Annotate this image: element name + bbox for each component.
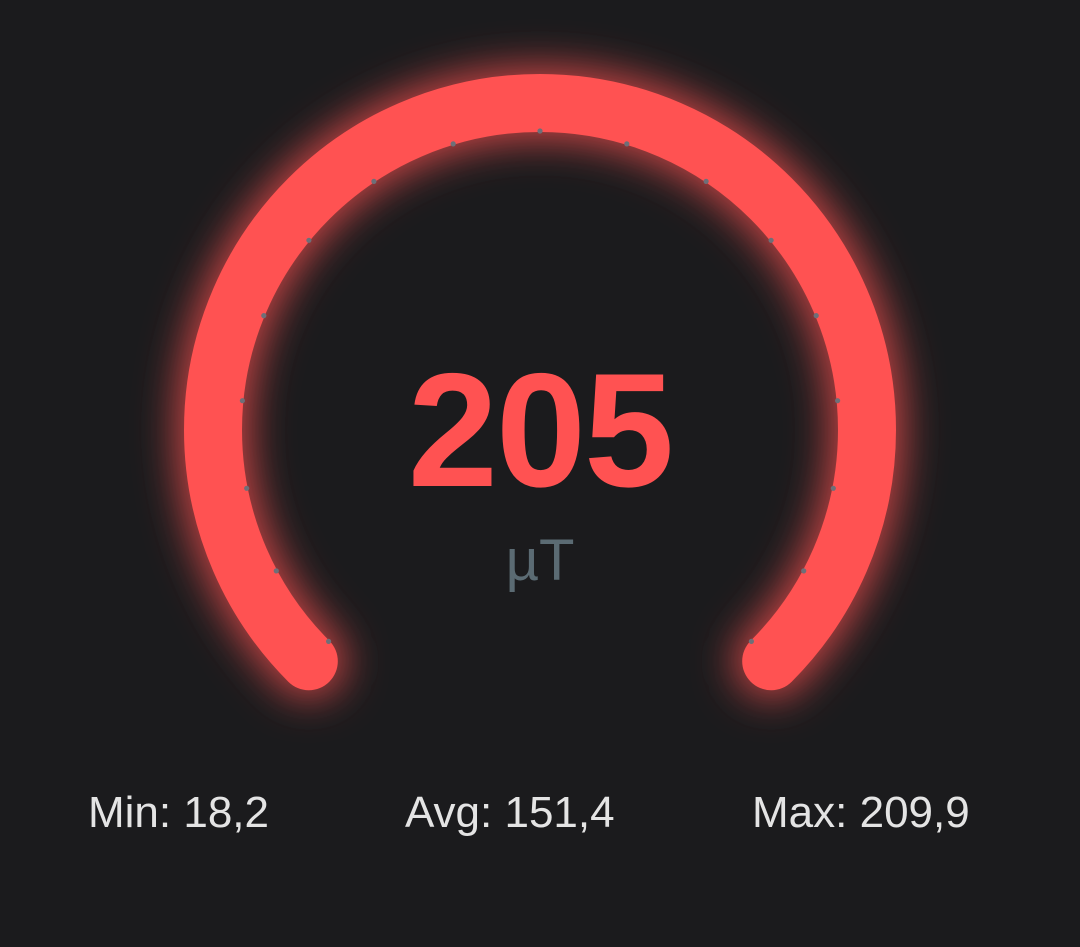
stat-min-label: Min: (88, 788, 172, 837)
gauge-tick (801, 568, 807, 574)
gauge-arc (184, 74, 896, 691)
gauge-tick (450, 141, 456, 147)
stat-max: Max: 209,9 (752, 788, 970, 838)
stat-avg: Avg: 151,4 (405, 788, 615, 838)
gauge-tick (244, 485, 250, 491)
stats-row: Min: 18,2 Avg: 151,4 Max: 209,9 (0, 788, 1080, 838)
gauge-tick (537, 128, 543, 134)
stat-min-value: 18,2 (183, 788, 269, 837)
gauge-tick (326, 638, 332, 645)
stat-avg-label: Avg: (405, 788, 493, 837)
gauge-tick (703, 178, 709, 184)
gauge-tick (835, 398, 841, 404)
stat-min: Min: 18,2 (88, 788, 269, 838)
gauge-tick (371, 178, 377, 184)
gauge-tick (261, 313, 267, 319)
gauge-tick (748, 638, 755, 645)
gauge-dial (176, 66, 904, 699)
reading-unit: µT (505, 528, 575, 593)
gauge-tick (239, 398, 245, 404)
gauge-tick (830, 485, 836, 491)
reading-value: 205 (407, 340, 674, 521)
gauge-tick (768, 237, 774, 243)
stat-max-label: Max: (752, 788, 848, 837)
gauge-tick (273, 568, 279, 574)
stat-max-value: 209,9 (859, 788, 970, 837)
gauge-tick (624, 141, 630, 147)
stat-avg-value: 151,4 (504, 788, 615, 837)
gauge-tick (306, 237, 312, 243)
gauge-tick (813, 313, 819, 319)
